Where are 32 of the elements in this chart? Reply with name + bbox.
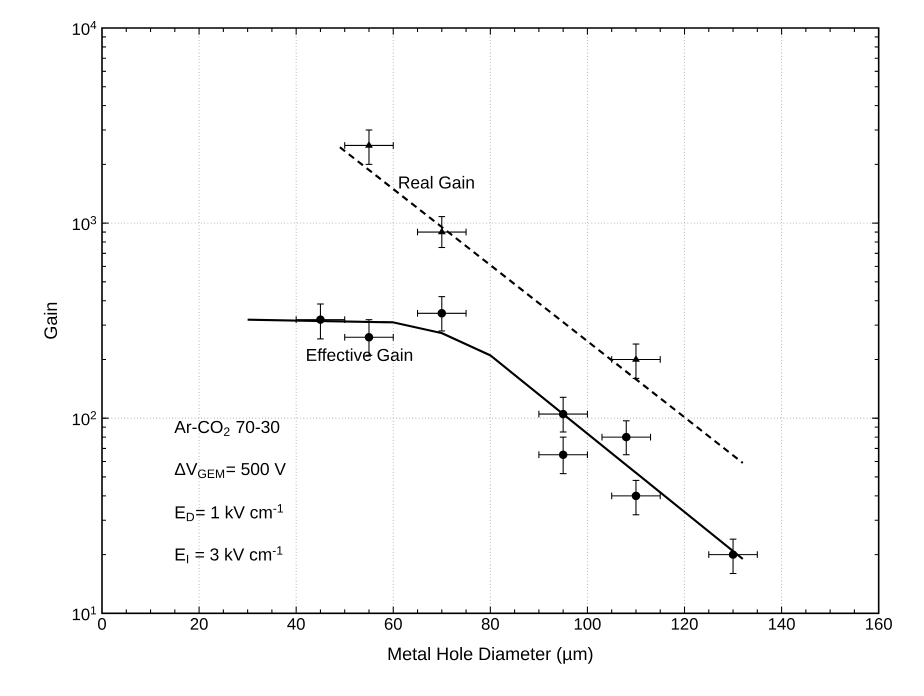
- point: [438, 309, 446, 318]
- series-label: Effective Gain: [307, 348, 412, 362]
- annotation: ΔV$_{GEM}$= 500 V: [174, 462, 286, 478]
- point: [558, 450, 568, 459]
- y-axis-title: Gain: [44, 302, 58, 339]
- point: [632, 355, 640, 362]
- point: [728, 550, 738, 559]
- x-tick-label: 120: [672, 618, 698, 630]
- x-tick-label: 100: [574, 618, 601, 630]
- x-tick-label: 20: [190, 618, 208, 630]
- y-tick-label: 10$^{2}$: [72, 411, 96, 426]
- point: [622, 432, 631, 442]
- annotation: E$_{D}$= 1 kV cm$^{-1}$: [176, 504, 284, 522]
- x-tick-label: 40: [287, 618, 305, 630]
- point: [364, 332, 374, 342]
- annotation: E$_{I}$ = 3 kV cm$^{-1}$: [176, 546, 282, 564]
- point: [632, 492, 640, 500]
- x-tick-label: 140: [768, 618, 795, 630]
- annotation: Ar-CO$_{2}$ 70-30: [174, 420, 280, 436]
- x-axis-title: Metal Hole Diameter (µm): [388, 646, 592, 664]
- y-tick-label: 10$^{1}$: [72, 606, 96, 620]
- point: [365, 141, 373, 148]
- y-tick-label: 10$^{3}$: [72, 216, 96, 230]
- point: [438, 228, 446, 234]
- x-tick-label: 0: [98, 618, 106, 630]
- x-tick-label: 60: [384, 618, 402, 630]
- point: [316, 315, 325, 324]
- x-tick-label: 160: [866, 618, 892, 630]
- y-tick-label: 10$^{4}$: [72, 20, 96, 35]
- series-label: Real Gain: [399, 176, 474, 189]
- x-tick-label: 80: [482, 618, 499, 630]
- point: [558, 410, 568, 418]
